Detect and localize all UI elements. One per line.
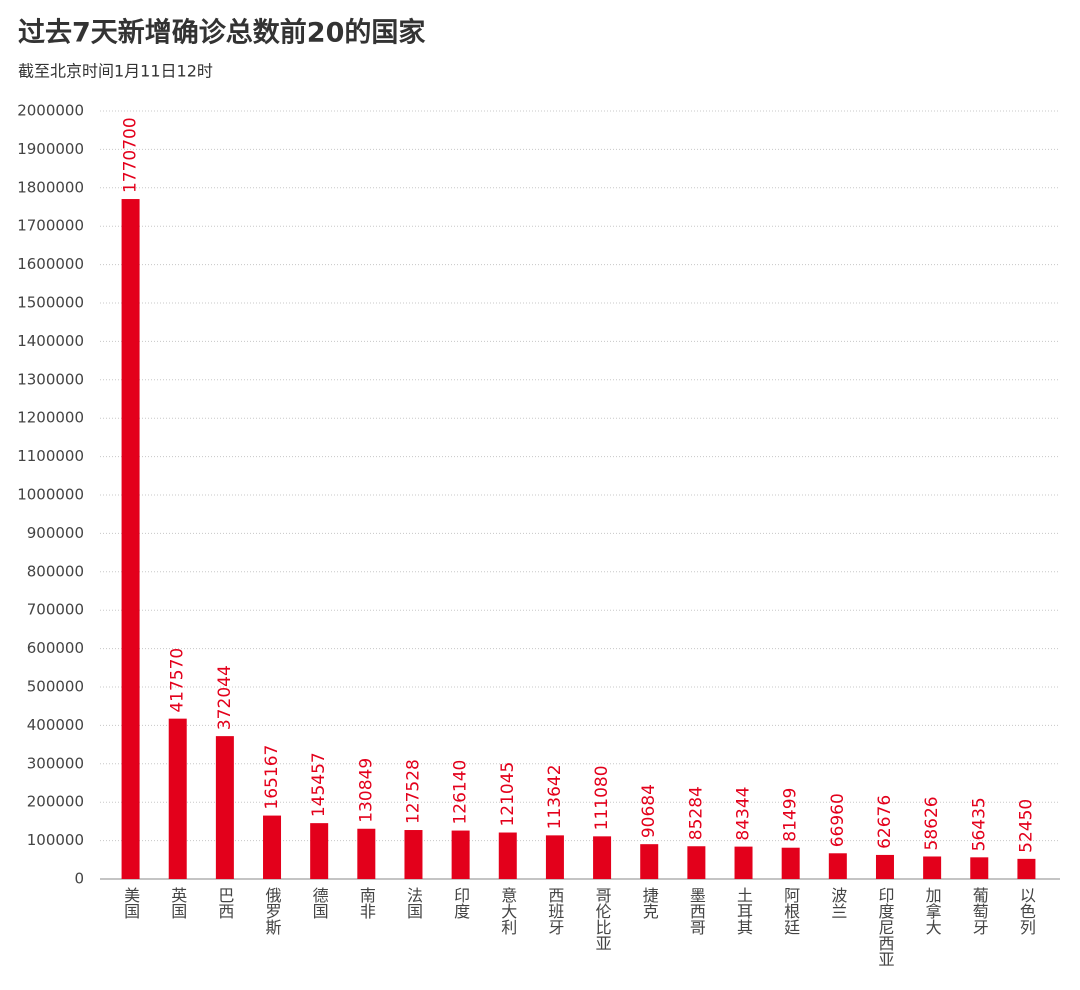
x-tick-label: 阿根廷 [781, 887, 800, 935]
y-tick-label: 700000 [27, 601, 84, 619]
y-tick-label: 1000000 [17, 486, 84, 504]
y-tick-label: 1100000 [17, 447, 84, 465]
x-tick-label: 墨西哥 [687, 887, 706, 935]
x-tick-label: 法国 [404, 887, 423, 919]
y-tick-label: 900000 [27, 524, 84, 542]
x-tick-label: 印度 [451, 887, 470, 919]
y-tick-label: 800000 [27, 562, 84, 580]
value-label: 165167 [262, 745, 282, 810]
y-tick-label: 1200000 [17, 409, 84, 427]
y-tick-label: 600000 [27, 639, 84, 657]
x-tick-label: 巴西 [215, 887, 234, 919]
y-tick-label: 100000 [27, 831, 84, 849]
x-tick-label: 哥伦比亚 [593, 887, 612, 951]
x-tick-label: 西班牙 [545, 887, 564, 936]
x-tick-label: 意大利 [498, 886, 517, 935]
y-tick-label: 1600000 [17, 255, 84, 273]
value-label: 56435 [969, 797, 989, 851]
y-tick-label: 1800000 [17, 178, 84, 196]
value-label: 127528 [403, 759, 423, 824]
value-label: 84344 [734, 787, 754, 841]
value-label: 417570 [168, 648, 188, 713]
bar [828, 853, 847, 879]
bar [687, 846, 706, 879]
x-tick-label: 德国 [310, 887, 329, 919]
chart-title: 过去7天新增确诊总数前20的国家 [18, 17, 425, 49]
x-tick-label: 美国 [121, 887, 140, 919]
x-tick-label: 南非 [357, 887, 376, 919]
y-tick-label: 1900000 [17, 140, 84, 158]
y-tick-label: 400000 [27, 716, 84, 734]
y-tick-label: 1700000 [17, 217, 84, 235]
y-tick-label: 0 [74, 870, 84, 888]
y-tick-label: 1500000 [17, 294, 84, 312]
value-label: 85284 [686, 786, 706, 840]
value-label: 113642 [545, 764, 565, 829]
bar [168, 718, 187, 879]
value-label: 372044 [215, 665, 235, 730]
y-tick-label: 1300000 [17, 370, 84, 388]
bar [593, 836, 612, 879]
bar [545, 835, 564, 879]
chart-subtitle: 截至北京时间1月11日12时 [18, 62, 213, 81]
x-tick-label: 俄罗斯 [263, 887, 282, 936]
bar [357, 828, 376, 879]
value-label: 121045 [498, 762, 518, 827]
bar [781, 847, 800, 879]
bar [498, 832, 517, 879]
bar [1017, 858, 1036, 879]
bar [263, 815, 282, 879]
value-label: 90684 [639, 784, 659, 838]
value-label: 62676 [875, 795, 895, 849]
value-label: 81499 [781, 788, 801, 842]
y-tick-label: 200000 [27, 793, 84, 811]
y-tick-label: 2000000 [17, 102, 84, 120]
bar [404, 830, 423, 879]
bar [640, 844, 659, 879]
x-tick-label: 土耳其 [734, 887, 753, 935]
bar [215, 736, 234, 879]
bar [121, 199, 140, 879]
y-tick-label: 300000 [27, 754, 84, 772]
value-label: 58626 [922, 796, 942, 850]
y-tick-label: 1400000 [17, 332, 84, 350]
bar [970, 857, 989, 879]
x-tick-label: 葡萄牙 [970, 887, 989, 936]
value-label: 66960 [828, 793, 848, 847]
bar [310, 823, 329, 879]
bar [734, 846, 753, 879]
x-tick-label: 波兰 [828, 887, 847, 919]
x-tick-label: 捷克 [640, 887, 659, 920]
x-tick-label: 以色列 [1017, 887, 1036, 936]
y-tick-label: 500000 [27, 678, 84, 696]
value-label: 111080 [592, 765, 612, 830]
bar [451, 830, 470, 879]
x-tick-label: 印度尼西亚 [875, 887, 894, 967]
value-label: 52450 [1016, 799, 1036, 853]
bar [923, 856, 942, 879]
x-tick-label: 加拿大 [923, 887, 942, 935]
value-label: 1770700 [121, 117, 141, 193]
bar [875, 854, 894, 879]
value-label: 126140 [451, 760, 471, 825]
x-tick-label: 英国 [168, 887, 187, 919]
value-label: 145457 [309, 752, 329, 817]
value-label: 130849 [356, 758, 376, 823]
